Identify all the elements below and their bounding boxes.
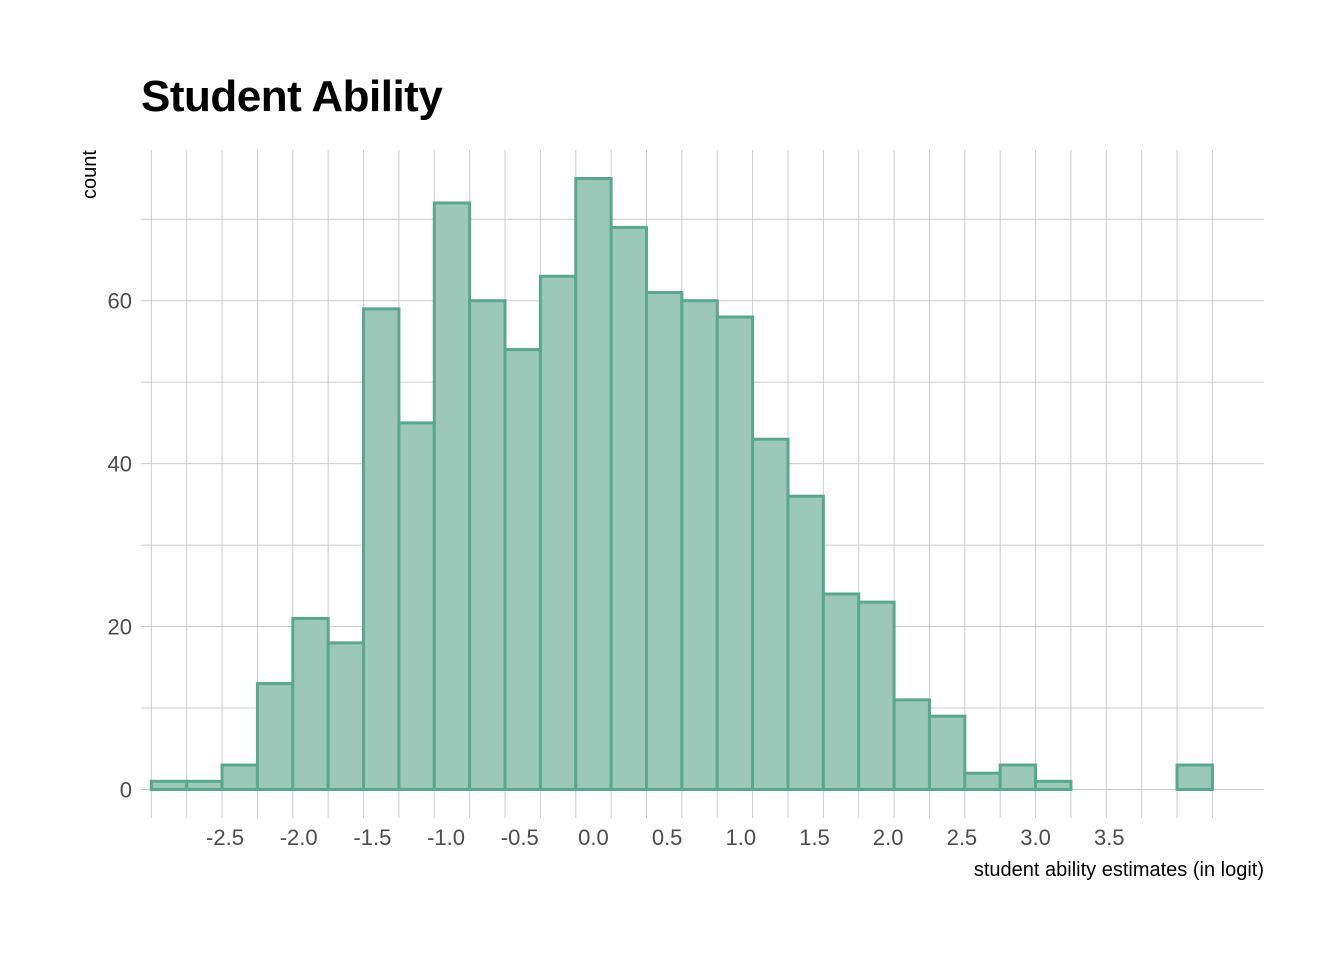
x-tick-label: 1.0	[726, 825, 757, 850]
histogram-bar	[680, 299, 719, 791]
x-tick-label: 2.5	[947, 825, 978, 850]
histogram-bar	[503, 348, 542, 791]
histogram-bar	[468, 299, 507, 791]
x-tick-label: -2.5	[206, 825, 244, 850]
histogram-bar	[998, 763, 1038, 791]
y-axis-title: count	[79, 150, 101, 199]
x-tick-label: -2.0	[280, 825, 318, 850]
x-tick-label: 3.0	[1020, 825, 1051, 850]
histogram-bar	[963, 771, 1002, 791]
histogram-bar	[857, 600, 896, 791]
histogram-bar	[538, 274, 578, 791]
y-tick-label: 60	[108, 289, 132, 314]
histogram-bar	[644, 291, 684, 791]
histogram-bars	[149, 177, 1214, 791]
histogram-bar	[821, 592, 861, 791]
histogram-bar	[185, 779, 224, 791]
x-axis-title: student ability estimates (in logit)	[974, 859, 1264, 881]
x-tick-label: -1.5	[353, 825, 391, 850]
histogram-bar	[1034, 779, 1073, 791]
histogram-bar	[255, 682, 295, 791]
x-tick-label: -0.5	[501, 825, 539, 850]
histogram-bar	[609, 225, 648, 791]
y-axis-ticks: 0 20 40 60	[108, 289, 132, 803]
histogram-bar	[927, 714, 967, 791]
x-tick-label: 0.0	[578, 825, 609, 850]
x-tick-label: -1.0	[427, 825, 465, 850]
histogram-bar	[892, 698, 931, 791]
histogram-bar	[786, 494, 825, 791]
histogram-bar	[291, 616, 330, 791]
x-tick-label: 1.5	[799, 825, 830, 850]
histogram-bar	[751, 437, 790, 791]
histogram-bar	[397, 421, 436, 791]
chart-title: Student Ability	[141, 72, 443, 121]
histogram-bar	[220, 763, 259, 791]
histogram-bar	[326, 641, 366, 791]
x-tick-label: 3.5	[1094, 825, 1125, 850]
y-tick-label: 20	[108, 615, 132, 640]
y-tick-label: 0	[120, 777, 132, 802]
histogram-bar	[432, 201, 472, 791]
x-tick-label: 2.0	[873, 825, 904, 850]
y-tick-label: 40	[108, 452, 132, 477]
x-axis-ticks: -2.5 -2.0 -1.5 -1.0 -0.5 0.0 0.5 1.0 1.5 2.0 2.5 3.…	[206, 825, 1125, 850]
histogram-bar	[362, 307, 401, 791]
histogram-bar	[149, 779, 189, 791]
histogram-bar	[574, 177, 613, 791]
histogram-bar	[1175, 763, 1214, 791]
histogram-bar	[715, 315, 755, 791]
x-tick-label: 0.5	[652, 825, 683, 850]
